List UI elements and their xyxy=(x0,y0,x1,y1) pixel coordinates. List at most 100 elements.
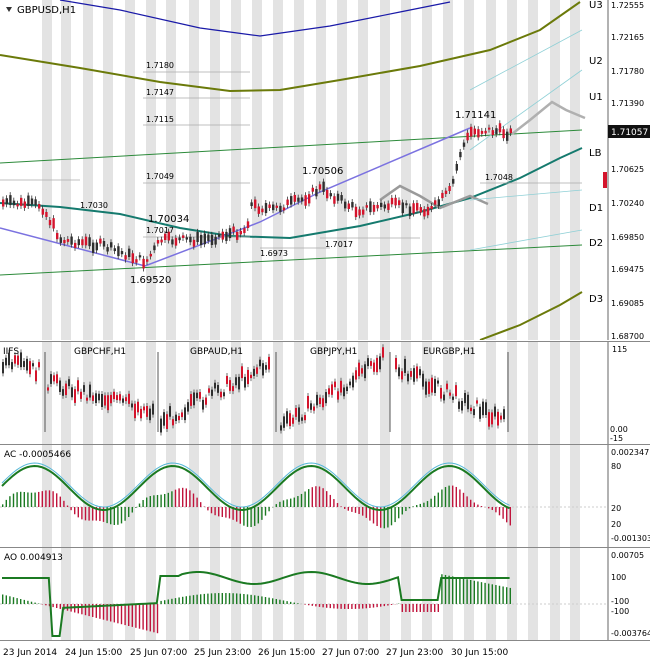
ac-bar xyxy=(438,493,439,507)
ifs-chart[interactable]: IIFS GBPCHF,H1 GBPAUD,H1 GBPJPY,H1 EURGB… xyxy=(0,342,650,444)
ao-bar xyxy=(387,604,388,606)
ac-bar xyxy=(308,489,309,507)
ao-bar xyxy=(128,604,129,626)
ac-bar xyxy=(146,498,147,507)
ao-bar xyxy=(384,604,385,606)
ac-bar xyxy=(304,492,305,507)
candle-body xyxy=(398,200,400,205)
ac-bar xyxy=(322,488,323,507)
ifs-body xyxy=(193,392,195,405)
ifs-body xyxy=(470,408,472,411)
ac-bar xyxy=(168,493,169,507)
session-stripe xyxy=(125,548,135,640)
ac-bar xyxy=(420,504,421,507)
candle-body xyxy=(150,254,152,257)
ifs-body xyxy=(5,358,7,366)
ao-bar xyxy=(121,604,122,624)
time-label: 30 Jun 15:00 xyxy=(451,648,508,658)
ao-bar xyxy=(427,604,428,612)
candle-body xyxy=(279,206,281,212)
ao-bar xyxy=(463,579,464,604)
scale-label: -100 xyxy=(611,597,629,606)
candle-body xyxy=(502,129,504,138)
ao-bar xyxy=(326,604,327,608)
ifs-body xyxy=(446,384,448,390)
ifs-body xyxy=(169,406,171,417)
ao-panel[interactable]: AO 0.004913 0.00705 100 -100 -100 -0.003… xyxy=(0,547,650,640)
candle-body xyxy=(254,200,256,209)
session-stripe xyxy=(166,445,176,547)
ao-bar xyxy=(9,596,10,604)
candle-body xyxy=(96,243,98,251)
ac-bar xyxy=(261,507,262,520)
ao-chart[interactable]: AO 0.004913 0.00705 100 -100 -100 -0.003… xyxy=(0,548,650,640)
ao-bar xyxy=(60,604,61,609)
ac-bar xyxy=(9,496,10,507)
candle-body xyxy=(42,209,44,215)
session-stripe xyxy=(42,342,52,444)
candle-body xyxy=(67,239,69,242)
ifs-body xyxy=(20,352,22,367)
price-tick: 1.69475 xyxy=(611,265,644,274)
ifs-body xyxy=(74,389,76,403)
candle-body xyxy=(456,164,458,171)
ao-bar xyxy=(265,597,266,604)
session-stripe xyxy=(507,445,517,547)
ifs-body xyxy=(71,387,73,397)
candle-body xyxy=(157,240,159,243)
ifs-body xyxy=(190,394,192,406)
session-stripe xyxy=(189,0,199,340)
ifs-body xyxy=(140,409,142,418)
ao-bar xyxy=(312,604,313,606)
session-stripe xyxy=(550,548,560,640)
pivot-label: 1.71141 xyxy=(455,110,496,121)
ac-bar xyxy=(34,493,35,507)
ifs-body xyxy=(325,392,327,403)
ac-bar xyxy=(409,507,410,508)
scale-label: 0.002347 xyxy=(611,448,649,457)
ac-panel[interactable]: AC -0.0005466 0.002347 80 20 20 -0.00130… xyxy=(0,444,650,547)
session-stripe xyxy=(210,0,220,340)
candle-body xyxy=(193,240,195,247)
session-stripe xyxy=(380,445,390,547)
price-scale: 1.725551.721651.717801.713901.706251.702… xyxy=(611,1,644,340)
ao-bar xyxy=(308,604,309,605)
ac-chart[interactable]: AC -0.0005466 0.002347 80 20 20 -0.00130… xyxy=(0,445,650,547)
ac-bar xyxy=(250,507,251,527)
main-chart[interactable]: 1.725551.721651.717801.713901.706251.702… xyxy=(0,0,650,340)
ac-bar xyxy=(326,491,327,507)
candle-body xyxy=(189,237,191,242)
ac-bar xyxy=(24,492,25,507)
ao-bar xyxy=(488,584,489,604)
candle-body xyxy=(380,203,382,207)
candle-body xyxy=(60,237,62,243)
ifs-body xyxy=(491,412,493,424)
ifs-body xyxy=(199,392,201,399)
ifs-body xyxy=(428,382,430,394)
ifs-body xyxy=(247,370,249,384)
ac-bar xyxy=(117,507,118,525)
ao-bar xyxy=(250,595,251,604)
candle-body xyxy=(229,228,231,238)
ifs-body xyxy=(80,392,82,399)
ao-bar xyxy=(474,581,475,604)
candle-body xyxy=(369,201,371,212)
ao-bar xyxy=(261,596,262,604)
ao-bar xyxy=(272,598,273,604)
ao-label: AO 0.004913 xyxy=(4,553,63,563)
ifs-panel[interactable]: IIFS GBPCHF,H1 GBPAUD,H1 GBPJPY,H1 EURGB… xyxy=(0,341,650,444)
ifs-body xyxy=(107,395,109,410)
ac-bar xyxy=(2,504,3,507)
candle-body xyxy=(470,127,472,137)
session-stripe xyxy=(422,0,432,340)
ifs-body xyxy=(68,379,70,386)
candle-body xyxy=(160,240,162,243)
session-stripe xyxy=(570,342,580,444)
ao-bar xyxy=(20,599,21,604)
ifs-body xyxy=(500,416,502,420)
ifs-body xyxy=(298,407,300,421)
ifs-body xyxy=(485,402,487,415)
ao-bar xyxy=(445,575,446,604)
triangle-down-icon[interactable] xyxy=(6,7,12,12)
